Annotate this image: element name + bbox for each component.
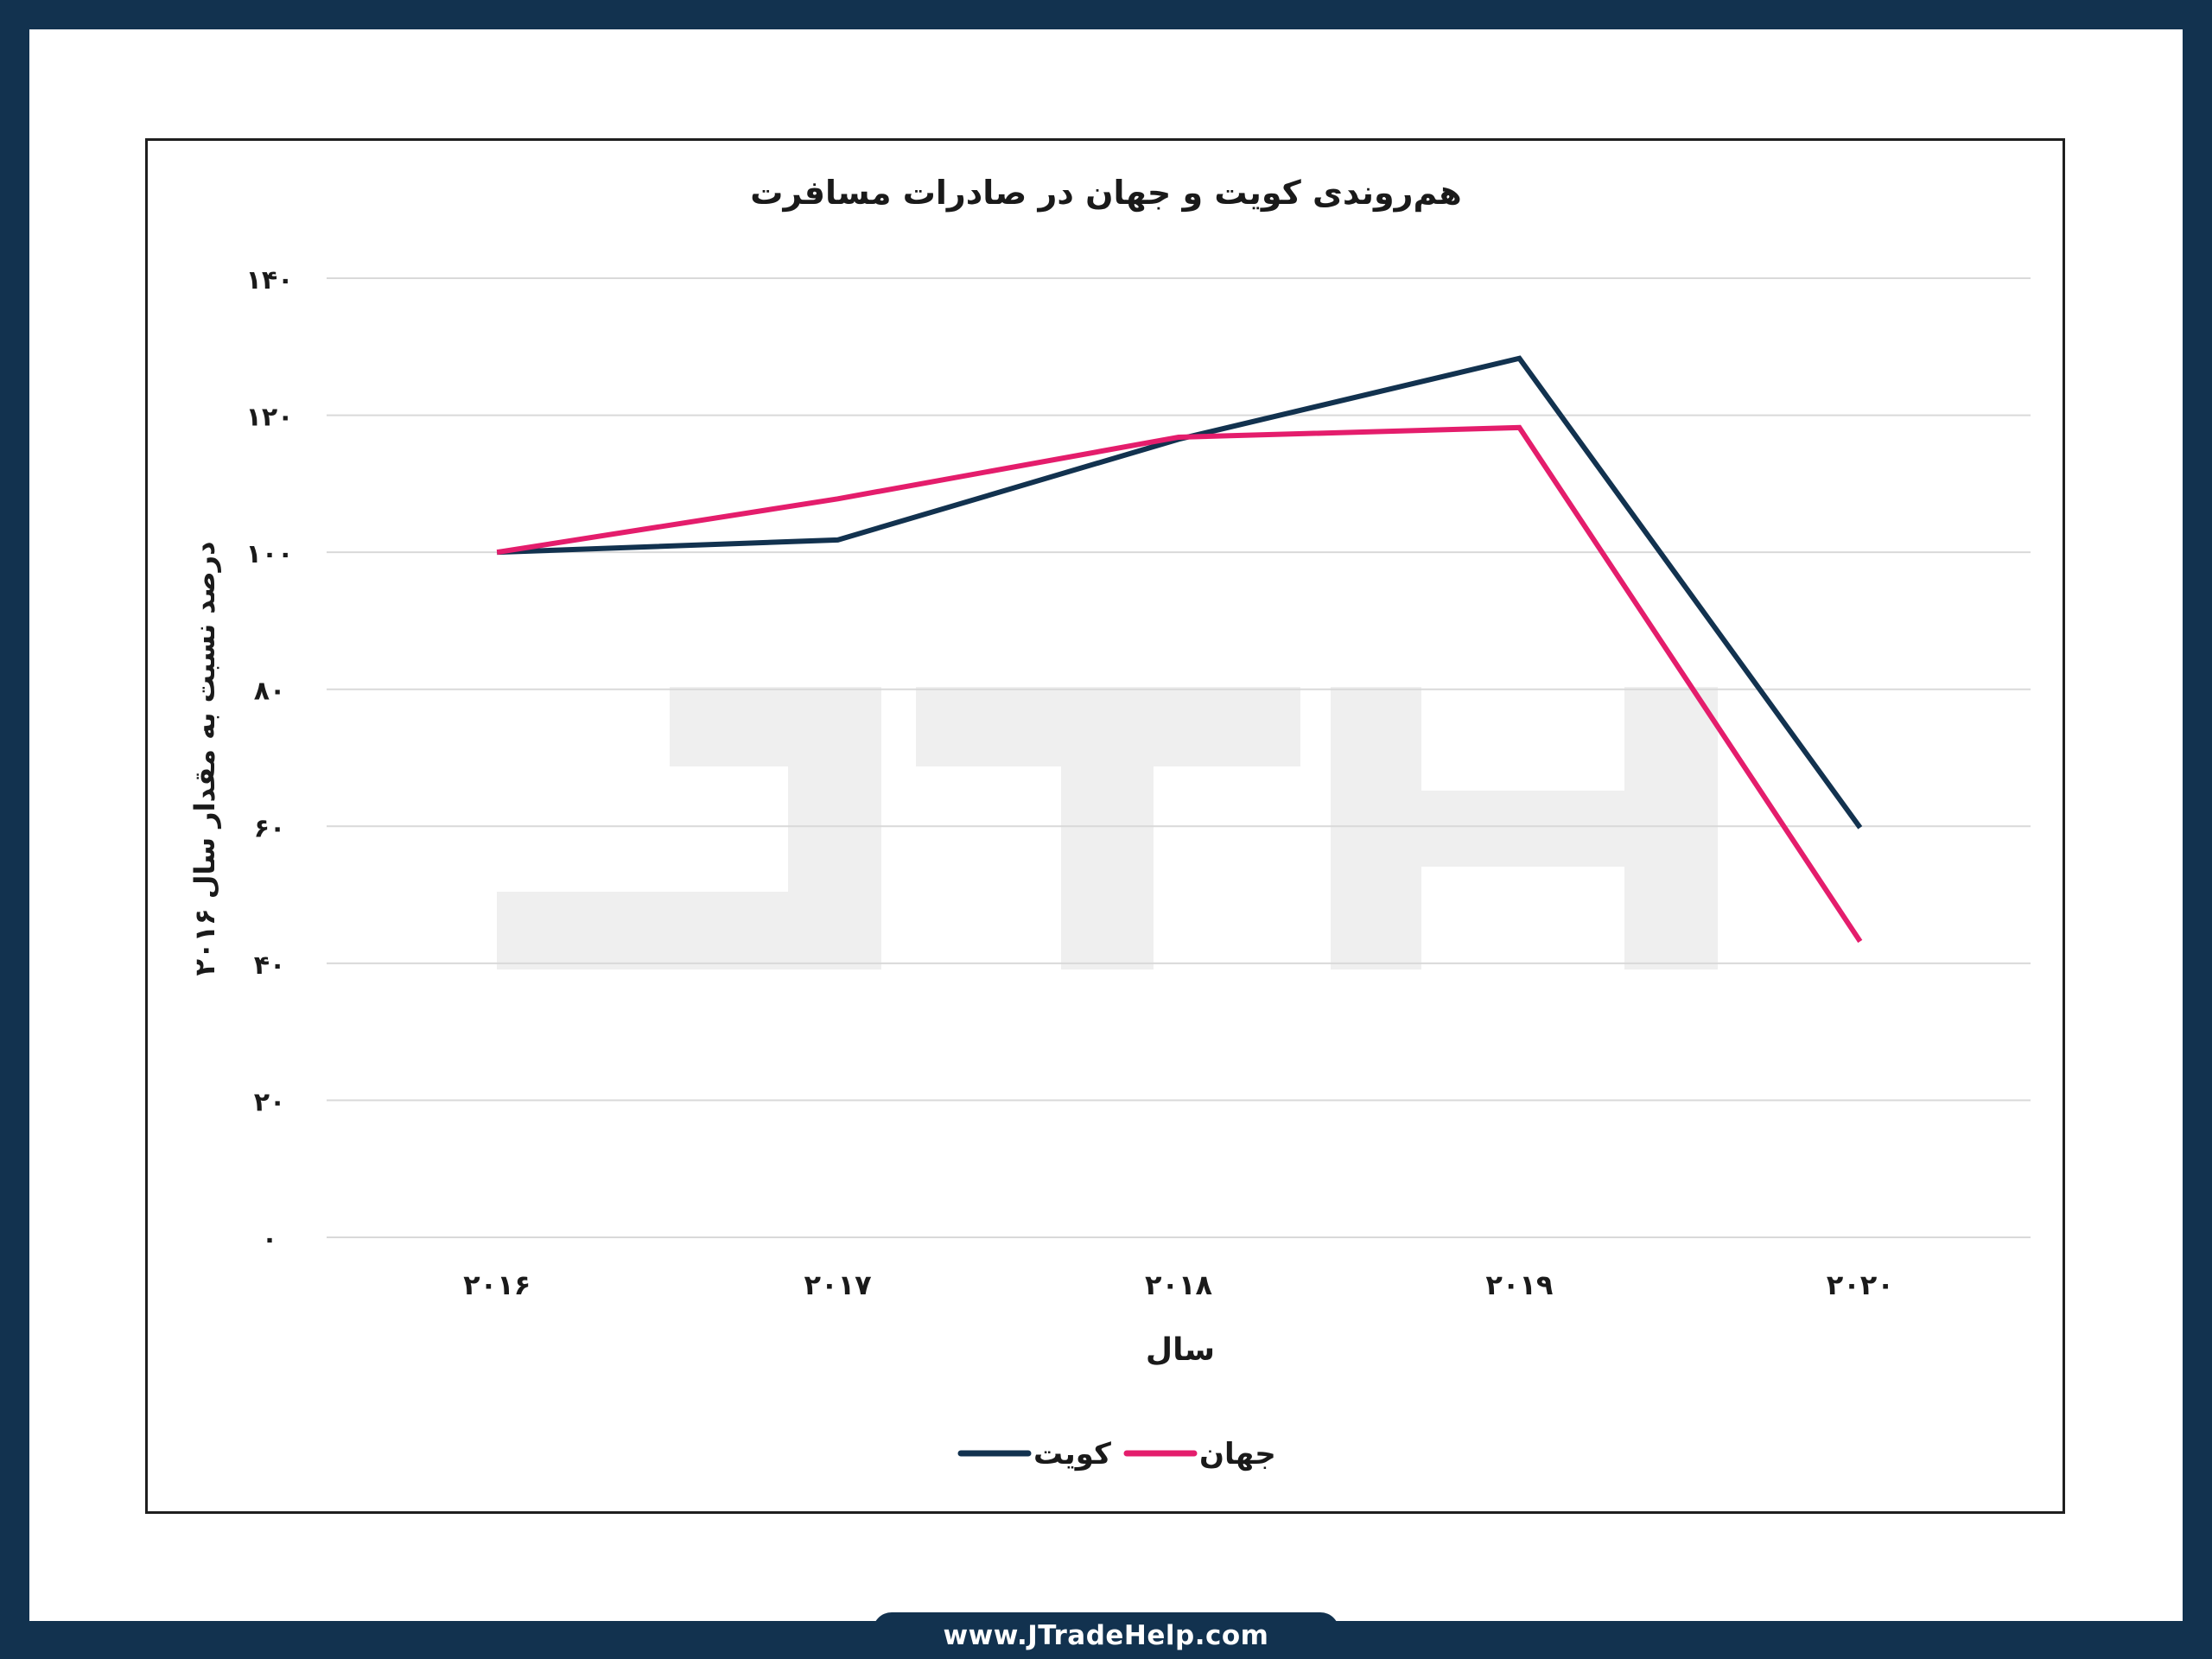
- legend: کویت جهان: [957, 1437, 1276, 1471]
- x-axis-ticks: ۲۰۱۶ ۲۰۱۷ ۲۰۱۸ ۲۰۱۹ ۲۰۲۰: [463, 1268, 1894, 1301]
- x-tick-label: ۲۰۱۹: [1485, 1268, 1553, 1301]
- y-tick-label: ۱۴۰: [246, 265, 294, 296]
- y-tick-label: ۱۲۰: [246, 403, 294, 433]
- x-tick-label: ۲۰۱۷: [804, 1268, 873, 1301]
- footer-tab: www.JTradeHelp.com: [873, 1612, 1339, 1659]
- grid-lines: [327, 277, 2031, 1238]
- y-tick-label: ۱۰۰: [246, 539, 294, 569]
- series-lines: [496, 355, 1863, 944]
- y-axis-ticks: ۰ ۲۰ ۴۰ ۶۰ ۸۰ ۱۰۰ ۱۲۰ ۱۴۰: [246, 265, 294, 1255]
- y-tick-label: ۴۰: [254, 950, 286, 981]
- footer-url[interactable]: www.JTradeHelp.com: [943, 1620, 1269, 1651]
- y-tick-label: ۲۰: [254, 1087, 286, 1117]
- y-tick-label: ۶۰: [254, 813, 286, 843]
- x-tick-label: ۲۰۲۰: [1827, 1268, 1894, 1301]
- y-tick-label: ۸۰: [254, 677, 286, 707]
- y-tick-label: ۰: [262, 1224, 277, 1255]
- x-tick-label: ۲۰۱۶: [463, 1268, 531, 1301]
- x-tick-label: ۲۰۱۸: [1145, 1268, 1213, 1301]
- y-axis-label: درصد نسبت به مقدار سال ۲۰۱۶: [188, 542, 221, 976]
- legend-label: جهان: [1199, 1437, 1276, 1471]
- legend-label: کویت: [1033, 1437, 1111, 1471]
- chart-title: هم‌روندی کویت و جهان در صادرات مسافرت: [750, 174, 1461, 213]
- watermark-logo: [497, 687, 1718, 969]
- x-axis-label: سال: [1146, 1332, 1215, 1368]
- series-line-1: [496, 424, 1863, 944]
